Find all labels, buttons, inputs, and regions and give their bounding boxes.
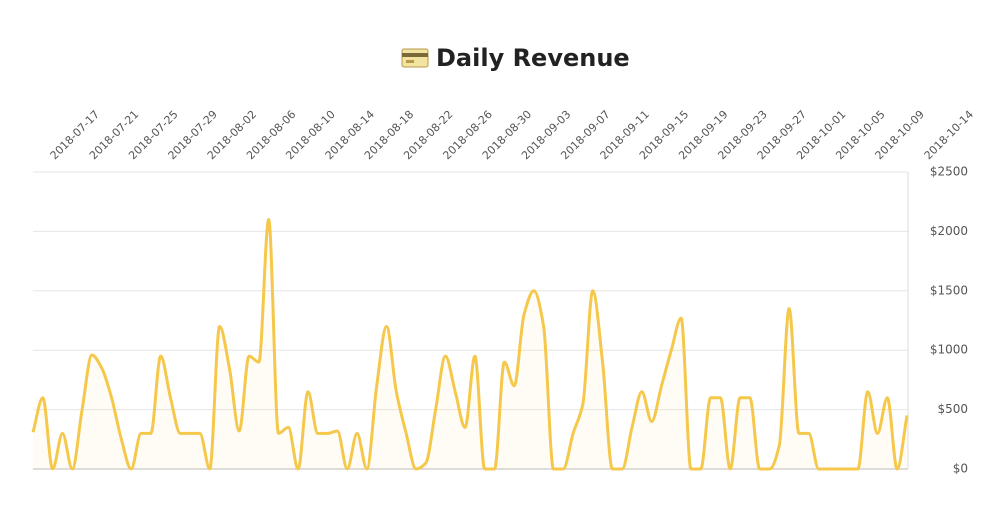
line-area	[33, 219, 907, 469]
y-tick-label: $2000	[930, 224, 968, 238]
y-tick-label: $1500	[930, 283, 968, 297]
y-tick-label: $2500	[930, 165, 968, 179]
y-tick-label: $1000	[930, 343, 968, 357]
x-tick-label: 2018-10-14	[922, 108, 976, 162]
y-tick-label: $0	[953, 462, 968, 476]
y-tick-label: $500	[937, 402, 968, 416]
chart-title: Daily Revenue	[436, 44, 630, 72]
line	[31, 218, 909, 471]
card-icon	[401, 48, 429, 68]
